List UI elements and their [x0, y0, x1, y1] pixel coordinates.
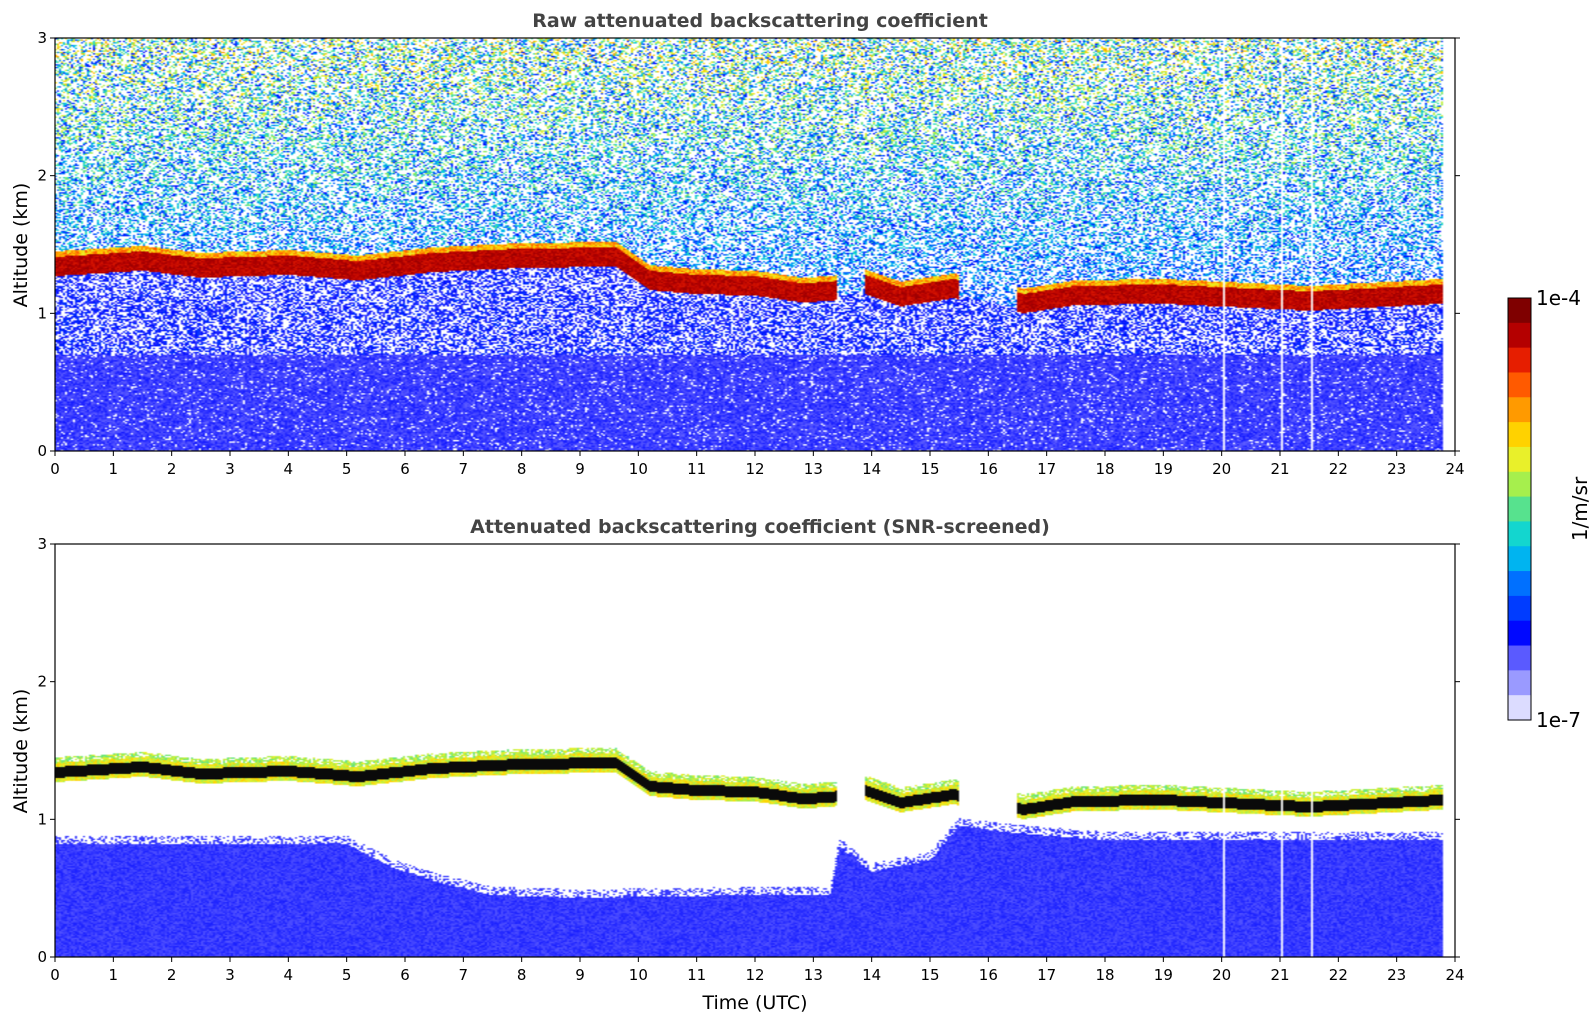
- y-tick-label: 0: [37, 442, 47, 460]
- x-tick-label: 16: [979, 966, 998, 984]
- x-tick-label: 4: [284, 460, 294, 478]
- x-tick-label: 9: [575, 460, 585, 478]
- x-tick-label: 8: [517, 966, 527, 984]
- colorbar-swatch: [1508, 347, 1531, 374]
- x-tick-label: 5: [342, 460, 352, 478]
- x-tick-label: 19: [1154, 460, 1173, 478]
- colorbar-swatch: [1508, 546, 1531, 572]
- x-tick-label: 24: [1445, 460, 1464, 478]
- x-tick-label: 23: [1387, 460, 1406, 478]
- x-tick-label: 5: [342, 966, 352, 984]
- x-tick-label: 6: [400, 460, 410, 478]
- raw-backscatter-heatmap: [55, 38, 1455, 451]
- x-tick-label: 21: [1270, 460, 1289, 478]
- colorbar-min-label: 1e-7: [1536, 708, 1581, 732]
- x-axis-label: Time (UTC): [701, 992, 807, 1014]
- screened-panel-title: Attenuated backscattering coefficient (S…: [470, 516, 1050, 538]
- colorbar-swatch: [1508, 695, 1531, 721]
- colorbar-swatch: [1508, 322, 1531, 349]
- x-tick-label: 22: [1329, 966, 1348, 984]
- x-tick-label: 12: [745, 966, 764, 984]
- x-tick-label: 18: [1095, 460, 1114, 478]
- colorbar-gradient: [1508, 298, 1531, 721]
- colorbar-swatch: [1508, 670, 1531, 696]
- colorbar-swatch: [1508, 471, 1531, 498]
- colorbar-swatch: [1508, 446, 1531, 473]
- x-tick-label: 1: [109, 460, 119, 478]
- x-tick-label: 16: [979, 460, 998, 478]
- x-tick-label: 0: [50, 460, 60, 478]
- x-tick-label: 13: [804, 460, 823, 478]
- x-tick-label: 12: [745, 460, 764, 478]
- x-tick-label: 7: [459, 966, 469, 984]
- y-tick-label: 3: [37, 535, 47, 553]
- x-tick-label: 0: [50, 966, 60, 984]
- x-tick-label: 14: [862, 966, 881, 984]
- x-tick-label: 1: [109, 966, 119, 984]
- x-tick-label: 10: [629, 460, 648, 478]
- y-tick-label: 1: [37, 810, 47, 828]
- screened-y-axis-label: Altitude (km): [10, 689, 32, 814]
- raw-y-axis-ticks: 0 1 2 3: [37, 29, 1460, 460]
- colorbar-swatch: [1508, 397, 1531, 423]
- x-tick-label: 19: [1154, 966, 1173, 984]
- x-tick-label: 7: [459, 460, 469, 478]
- x-tick-label: 2: [167, 966, 177, 984]
- colorbar-swatch: [1508, 298, 1531, 324]
- y-tick-label: 2: [37, 167, 47, 185]
- raw-y-axis-label: Altitude (km): [10, 183, 32, 308]
- x-tick-label: 15: [920, 966, 939, 984]
- y-tick-label: 0: [37, 948, 47, 966]
- colorbar-swatch: [1508, 422, 1531, 448]
- x-tick-label: 3: [225, 966, 235, 984]
- x-tick-label: 20: [1212, 460, 1231, 478]
- screened-backscatter-panel: Attenuated backscattering coefficient (S…: [10, 516, 1465, 1014]
- colorbar-unit-label: 1/m/sr: [1568, 476, 1592, 541]
- raw-x-axis-ticks: 0 1 2 3 4 5 6 7 8 9 10 11 12 13 14 15 16 17 18 19 20 21 22 23 24: [50, 451, 1465, 478]
- colorbar-frame: [1507, 297, 1532, 721]
- colorbar-swatch: [1508, 496, 1531, 523]
- x-tick-label: 4: [284, 966, 294, 984]
- colorbar-swatch: [1508, 645, 1531, 671]
- x-tick-label: 17: [1037, 966, 1056, 984]
- screened-backscatter-heatmap: [55, 544, 1455, 957]
- x-tick-label: 14: [862, 460, 881, 478]
- x-tick-label: 6: [400, 966, 410, 984]
- raw-backscatter-panel: Raw attenuated backscattering coefficien…: [10, 10, 1465, 478]
- x-tick-label: 24: [1445, 966, 1464, 984]
- screened-x-axis-ticks: 0 1 2 3 4 5 6 7 8 9 10 11 12 13 14 15 16 17 18 19 20 21 22 23 24: [50, 957, 1465, 984]
- screened-y-axis-ticks: 0 1 2 3: [37, 535, 1460, 966]
- colorbar: 1e-4 1e-7 1/m/sr: [1507, 286, 1592, 732]
- colorbar-swatch: [1508, 595, 1531, 622]
- x-tick-label: 21: [1270, 966, 1289, 984]
- colorbar-swatch: [1508, 372, 1531, 398]
- x-tick-label: 2: [167, 460, 177, 478]
- y-tick-label: 2: [37, 673, 47, 691]
- x-tick-label: 18: [1095, 966, 1114, 984]
- x-tick-label: 11: [687, 966, 706, 984]
- x-tick-label: 11: [687, 460, 706, 478]
- x-tick-label: 23: [1387, 966, 1406, 984]
- colorbar-swatch: [1508, 620, 1531, 647]
- x-tick-label: 17: [1037, 460, 1056, 478]
- x-tick-label: 22: [1329, 460, 1348, 478]
- x-tick-label: 13: [804, 966, 823, 984]
- x-tick-label: 10: [629, 966, 648, 984]
- x-tick-label: 3: [225, 460, 235, 478]
- colorbar-swatch: [1508, 521, 1531, 547]
- colorbar-max-label: 1e-4: [1536, 286, 1581, 310]
- colorbar-swatch: [1508, 571, 1531, 597]
- x-tick-label: 15: [920, 460, 939, 478]
- raw-panel-title: Raw attenuated backscattering coefficien…: [532, 10, 988, 32]
- y-tick-label: 1: [37, 304, 47, 322]
- x-tick-label: 20: [1212, 966, 1231, 984]
- y-tick-label: 3: [37, 29, 47, 47]
- x-tick-label: 8: [517, 460, 527, 478]
- x-tick-label: 9: [575, 966, 585, 984]
